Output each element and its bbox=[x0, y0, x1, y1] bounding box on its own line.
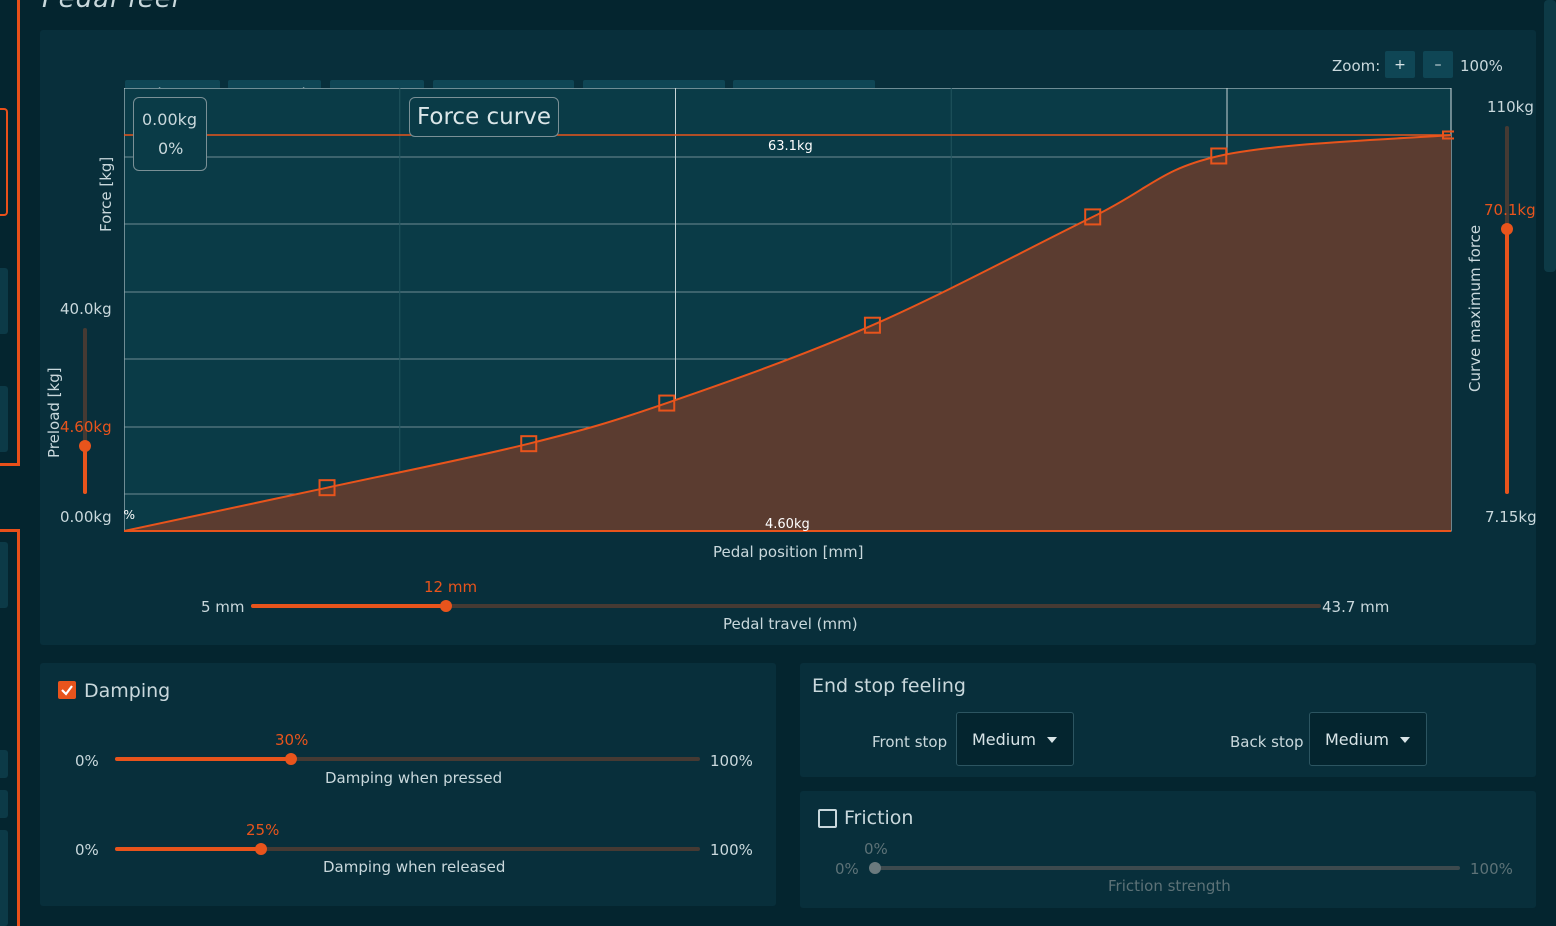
front-stop-value: Medium bbox=[972, 729, 1036, 749]
x-axis-label: Pedal position [mm] bbox=[713, 543, 864, 561]
curve-control-point[interactable] bbox=[1442, 130, 1454, 140]
nav-tab[interactable] bbox=[0, 790, 8, 818]
damping-title: Damping bbox=[84, 680, 171, 702]
damping-released-slider-track[interactable] bbox=[115, 847, 700, 851]
page-title: Pedal feel bbox=[42, 0, 180, 14]
preload-axis-label: Preload [kg] bbox=[45, 367, 63, 458]
nav-tab[interactable] bbox=[0, 542, 8, 608]
preload-max-label: 40.0kg bbox=[60, 300, 112, 318]
curve-max-slider-handle[interactable] bbox=[1501, 223, 1513, 235]
damping-pressed-min: 0% bbox=[75, 752, 99, 770]
friction-title: Friction bbox=[844, 807, 914, 829]
zoom-out-button[interactable]: – bbox=[1423, 51, 1453, 78]
curve-control-point[interactable] bbox=[1084, 208, 1102, 226]
zoom-in-button[interactable]: + bbox=[1385, 51, 1415, 78]
zoom-label: Zoom: bbox=[1332, 57, 1381, 75]
check-icon bbox=[61, 685, 73, 696]
friction-min: 0% bbox=[835, 860, 859, 878]
force-curve-line bbox=[124, 134, 1452, 532]
curve-control-point[interactable] bbox=[863, 316, 881, 334]
damping-pressed-slider-track[interactable] bbox=[115, 757, 700, 761]
damping-checkbox[interactable] bbox=[58, 681, 76, 699]
damping-released-slider-fill bbox=[115, 847, 261, 851]
chevron-down-icon bbox=[1400, 737, 1410, 743]
preload-min-label: 0.00kg bbox=[60, 508, 112, 526]
preload-value: 4.60kg bbox=[60, 418, 112, 436]
friction-value: 0% bbox=[864, 840, 888, 858]
nav-edge-corner-2 bbox=[0, 529, 20, 532]
damping-pressed-max: 100% bbox=[710, 752, 753, 770]
back-stop-select[interactable]: Medium bbox=[1309, 712, 1427, 766]
preload-slider-handle[interactable] bbox=[79, 440, 91, 452]
friction-slider-handle[interactable] bbox=[869, 862, 881, 874]
force-readout-percent: 0% bbox=[158, 139, 184, 158]
force-curve-area bbox=[124, 135, 1451, 531]
nav-tab[interactable] bbox=[0, 386, 8, 452]
back-stop-label: Back stop bbox=[1230, 733, 1304, 751]
end-stop-title: End stop feeling bbox=[812, 675, 966, 697]
scrollbar-thumb[interactable] bbox=[1544, 0, 1556, 272]
nav-edge-line-bottom bbox=[17, 529, 20, 926]
front-stop-select[interactable]: Medium bbox=[956, 712, 1074, 766]
damping-released-label: Damping when released bbox=[323, 858, 506, 876]
damping-released-value: 25% bbox=[246, 821, 280, 839]
end-stop-panel: End stop feeling Front stop Medium Back … bbox=[800, 663, 1536, 777]
pedal-travel-max-label: 43.7 mm bbox=[1322, 598, 1390, 616]
nav-tab[interactable] bbox=[0, 750, 8, 778]
damping-panel: Damping 0% 100% 30% Damping when pressed… bbox=[40, 663, 776, 906]
friction-slider-track[interactable] bbox=[875, 866, 1460, 870]
damping-pressed-slider-handle[interactable] bbox=[285, 753, 297, 765]
damping-released-max: 100% bbox=[710, 841, 753, 859]
pedal-travel-slider-track[interactable] bbox=[251, 604, 1321, 608]
origin-label: 0% bbox=[124, 508, 135, 522]
y-axis-label: Force [kg] bbox=[97, 156, 115, 232]
friction-label: Friction strength bbox=[1108, 877, 1231, 895]
pedal-travel-label: Pedal travel (mm) bbox=[723, 615, 858, 633]
pedal-travel-slider-handle[interactable] bbox=[440, 600, 452, 612]
nav-item-selected[interactable] bbox=[0, 108, 8, 216]
nav-tab[interactable] bbox=[0, 830, 8, 926]
force-readout-box: 0.00kg 0% bbox=[133, 97, 207, 171]
curve-max-top-label: 110kg bbox=[1487, 98, 1534, 116]
damping-pressed-value: 30% bbox=[275, 731, 309, 749]
back-stop-value: Medium bbox=[1325, 729, 1389, 749]
damping-released-min: 0% bbox=[75, 841, 99, 859]
nav-edge-line-top bbox=[17, 0, 20, 218]
nav-edge-line-mid bbox=[17, 218, 20, 466]
friction-max: 100% bbox=[1470, 860, 1513, 878]
pedal-travel-value: 12 mm bbox=[424, 578, 478, 596]
curve-max-bottom-label: 7.15kg bbox=[1485, 508, 1537, 526]
bottom-line-label: 4.60kg bbox=[765, 517, 810, 532]
chevron-down-icon bbox=[1047, 737, 1057, 743]
chart-title: Force curve bbox=[409, 97, 559, 137]
pedal-travel-min-label: 5 mm bbox=[201, 598, 245, 616]
preload-slider-fill bbox=[83, 446, 87, 494]
preload-slider-track[interactable] bbox=[83, 328, 87, 494]
front-stop-label: Front stop bbox=[872, 733, 948, 751]
nav-tab[interactable] bbox=[0, 268, 8, 334]
nav-edge-corner bbox=[0, 463, 20, 466]
damping-pressed-slider-fill bbox=[115, 757, 291, 761]
zoom-value: 100% bbox=[1460, 57, 1503, 75]
pedal-travel-slider-fill bbox=[251, 604, 446, 608]
curve-control-point[interactable] bbox=[318, 479, 336, 497]
curve-control-point[interactable] bbox=[520, 435, 538, 453]
curve-control-point[interactable] bbox=[658, 394, 676, 412]
curve-max-slider-fill bbox=[1505, 228, 1509, 494]
friction-checkbox[interactable] bbox=[818, 809, 837, 828]
damping-released-slider-handle[interactable] bbox=[255, 843, 267, 855]
curve-max-value: 70.1kg bbox=[1484, 201, 1536, 219]
damping-pressed-label: Damping when pressed bbox=[325, 769, 503, 787]
force-readout-value: 0.00kg bbox=[142, 110, 198, 129]
curve-max-axis-label: Curve maximum force bbox=[1466, 224, 1484, 392]
friction-panel: Friction 0% 100% 0% Friction strength bbox=[800, 791, 1536, 908]
force-curve-chart[interactable]: 63.1kg 4.60kg 0% bbox=[124, 88, 1454, 534]
top-line-label: 63.1kg bbox=[768, 139, 813, 154]
curve-control-point[interactable] bbox=[1210, 147, 1228, 165]
